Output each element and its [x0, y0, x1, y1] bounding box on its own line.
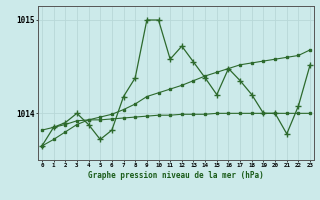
X-axis label: Graphe pression niveau de la mer (hPa): Graphe pression niveau de la mer (hPa)	[88, 171, 264, 180]
